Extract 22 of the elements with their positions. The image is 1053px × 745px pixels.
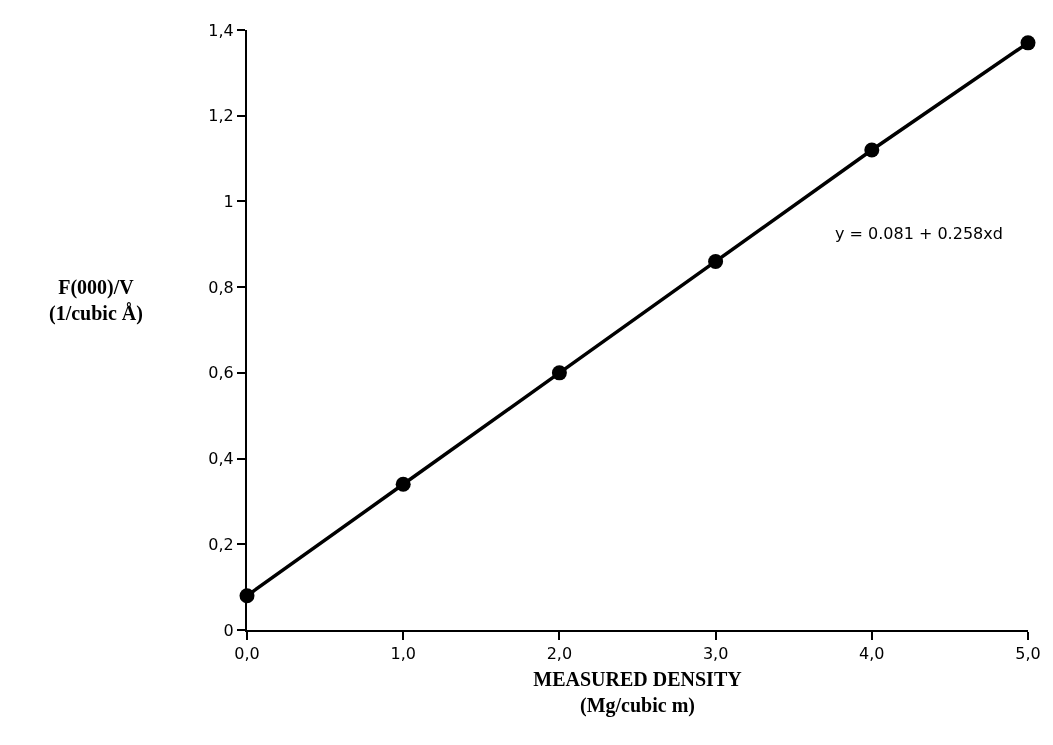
y-tick-label: 1 xyxy=(223,192,234,212)
y-tick-label: 0,2 xyxy=(208,534,234,554)
point xyxy=(551,365,567,381)
y-axis-title: F(000)/V (1/cubic Å) xyxy=(49,276,143,325)
x-tick-label: 4,0 xyxy=(859,644,885,664)
x-axis-title: MEASURED DENSITY (Mg/cubic m) xyxy=(533,668,743,718)
y-tick-label: 1,2 xyxy=(208,106,234,126)
annotation: y = 0.081 + 0.258xd xyxy=(835,224,1003,243)
point xyxy=(708,253,724,269)
point xyxy=(395,476,411,492)
x-tick-label: 2,0 xyxy=(546,644,573,664)
x-tick-label: 5,0 xyxy=(1015,644,1041,664)
y-tick-label: 0,8 xyxy=(208,277,234,297)
y-tick-label: 0,4 xyxy=(208,449,234,469)
point xyxy=(1020,35,1036,51)
x-tick-label: 3,0 xyxy=(702,644,729,664)
y-tick-label: 0,6 xyxy=(208,363,234,383)
x-tick-label: 1,0 xyxy=(390,644,416,664)
y-tick-label: 0 xyxy=(223,620,234,640)
x-tick-label: 0,0 xyxy=(234,644,260,664)
y-tick-label: 1,4 xyxy=(208,20,234,40)
point xyxy=(864,142,880,158)
